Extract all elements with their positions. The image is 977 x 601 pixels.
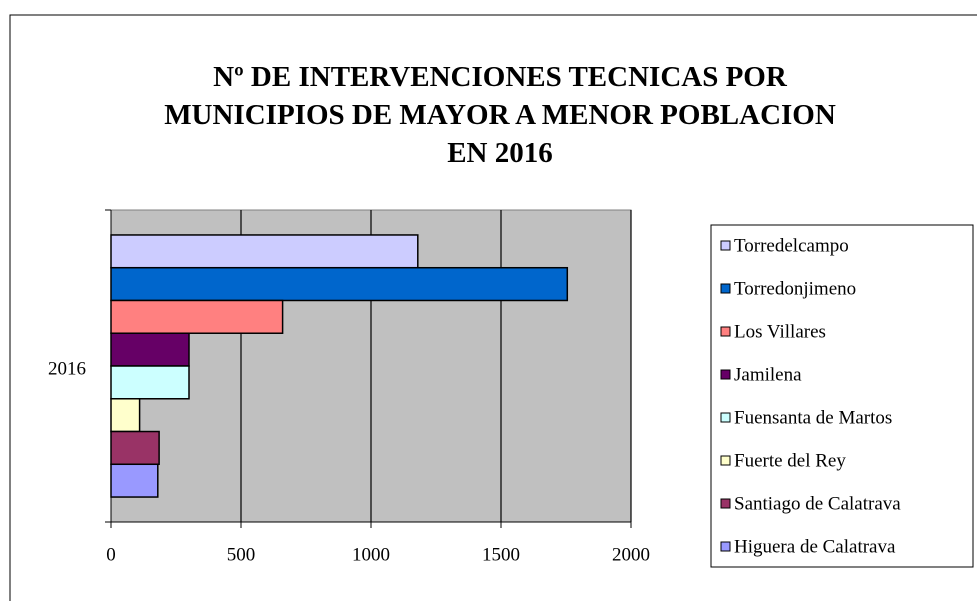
legend-swatch (720, 369, 731, 380)
legend-swatch (720, 498, 731, 509)
bar (110, 365, 190, 400)
legend-swatch (720, 240, 731, 251)
legend-swatch (720, 326, 731, 337)
y-tick-label: 2016 (48, 358, 86, 379)
legend-label: Santiago de Calatrava (734, 493, 901, 514)
x-tick-label: 1000 (352, 544, 390, 565)
chart-title: Nº DE INTERVENCIONES TECNICAS POR MUNICI… (164, 61, 836, 169)
chart-frame (9, 14, 977, 601)
legend-label: Fuensanta de Martos (734, 407, 892, 428)
legend-box (710, 224, 974, 568)
legend-label: Torredelcampo (734, 235, 849, 256)
x-tick-label: 2000 (612, 544, 650, 565)
legend-label: Jamilena (734, 364, 802, 385)
legend-label: Los Villares (734, 321, 826, 342)
legend-swatch (720, 283, 731, 294)
bar (110, 430, 160, 466)
x-tick-label: 1500 (482, 544, 520, 565)
bar (110, 299, 284, 334)
bar (110, 398, 141, 433)
bar (110, 266, 569, 302)
x-tick-label: 500 (227, 544, 256, 565)
bar (110, 234, 419, 269)
x-tick-label: 0 (106, 544, 116, 565)
bar (110, 332, 190, 367)
legend-swatch (720, 455, 731, 466)
legend-swatch (720, 412, 731, 423)
bar (110, 463, 159, 498)
legend-label: Fuerte del Rey (734, 450, 846, 471)
legend-label: Higuera de Calatrava (734, 536, 896, 557)
legend-label: Torredonjimeno (734, 278, 856, 299)
legend-swatch (720, 541, 731, 552)
